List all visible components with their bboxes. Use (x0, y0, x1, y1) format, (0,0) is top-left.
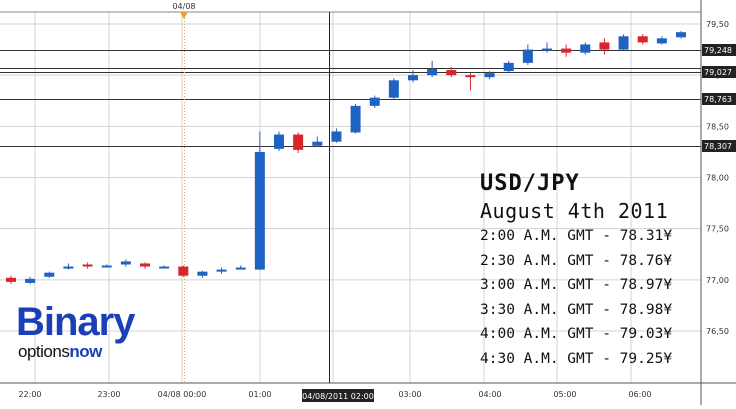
candle-body (140, 263, 150, 267)
x-tick-label: 03:00 (398, 390, 421, 399)
top-date-label: 04/08 (172, 2, 195, 11)
quote-overlay: USD/JPY August 4th 2011 2:00 A.M. GMT - … (480, 172, 730, 371)
candle-body (656, 38, 667, 44)
level-tag (702, 140, 736, 152)
date-marker-triangle (180, 12, 188, 19)
candle-body (350, 105, 361, 133)
y-tick-label: 76,50 (706, 327, 729, 336)
y-tick-label: 77,00 (706, 276, 729, 285)
brand-logo: Binary optionsnow (16, 300, 166, 368)
candle-body (580, 44, 591, 53)
candle-body (44, 272, 55, 277)
level-tag (702, 44, 736, 56)
x-tick-label: 04:00 (478, 390, 501, 399)
candle-body (274, 134, 284, 149)
y-tick-label: 78,00 (706, 174, 729, 183)
y-tick-label: 79,50 (706, 20, 729, 29)
candle-body (522, 49, 533, 63)
candle-body (408, 75, 418, 81)
candle-body (465, 75, 476, 78)
candle-body (178, 266, 189, 276)
logo-tagline-a: options (18, 342, 70, 361)
candle-body (331, 131, 342, 142)
candle-body (216, 269, 227, 272)
crosshair-time-label: 04/08/2011 02:00 (302, 392, 374, 401)
level-tag-label: 78,307 (704, 142, 732, 151)
candle-body (82, 264, 93, 267)
y-tick-label: 77,50 (706, 225, 729, 234)
candle-body (312, 141, 323, 146)
quote-row: 2:30 A.M. GMT - 78.76¥ (480, 252, 673, 269)
logo-tagline: optionsnow (18, 342, 102, 362)
x-tick-label: 22:00 (18, 390, 41, 399)
candle-body (561, 48, 572, 53)
candle-body (254, 151, 265, 270)
candle-body (159, 266, 170, 269)
quote-row: 2:00 A.M. GMT - 78.31¥ (480, 228, 673, 244)
quote-row: 4:00 A.M. GMT - 79.03¥ (480, 326, 673, 342)
candle-body (503, 62, 514, 72)
candle-body (542, 48, 552, 51)
level-tag-label: 79,027 (704, 68, 732, 77)
candle-body (369, 97, 380, 106)
quote-row: 4:30 A.M. GMT - 79.25¥ (480, 350, 673, 367)
quote-row: 3:00 A.M. GMT - 78.97¥ (480, 277, 673, 293)
level-tag-label: 79,248 (704, 46, 732, 55)
candle-body (637, 36, 648, 43)
candle-body (388, 80, 399, 98)
level-tag (702, 66, 736, 78)
candle-body (120, 261, 131, 265)
candle-body (6, 277, 16, 282)
candle-body (63, 266, 74, 269)
logo-brand: Binary (16, 300, 135, 344)
candle-body (197, 271, 208, 276)
candle-body (484, 73, 495, 78)
crosshair-time-tag (302, 389, 374, 402)
x-tick-label: 23:00 (97, 390, 120, 399)
y-tick-label: 78,50 (706, 122, 729, 131)
candle-body (676, 32, 686, 38)
quote-row: 3:30 A.M. GMT - 78.98¥ (480, 301, 673, 318)
candle-body (293, 134, 304, 150)
candle-body (101, 265, 112, 268)
candle-body (25, 278, 36, 283)
pair-title: USD/JPY (480, 171, 580, 196)
x-tick-label: 05:00 (553, 390, 576, 399)
x-tick-label: 04/08 00:00 (158, 390, 207, 399)
level-tag (702, 93, 736, 105)
level-tag-label: 78,763 (704, 95, 732, 104)
candle-body (427, 69, 438, 76)
candle-body (446, 70, 457, 76)
logo-tagline-b: now (69, 342, 102, 361)
x-tick-label: 01:00 (248, 390, 271, 399)
x-tick-label: 06:00 (628, 390, 651, 399)
candle-body (618, 36, 629, 50)
candle-body (235, 267, 246, 270)
date-subtitle: August 4th 2011 (480, 199, 669, 223)
candle-body (599, 42, 610, 50)
